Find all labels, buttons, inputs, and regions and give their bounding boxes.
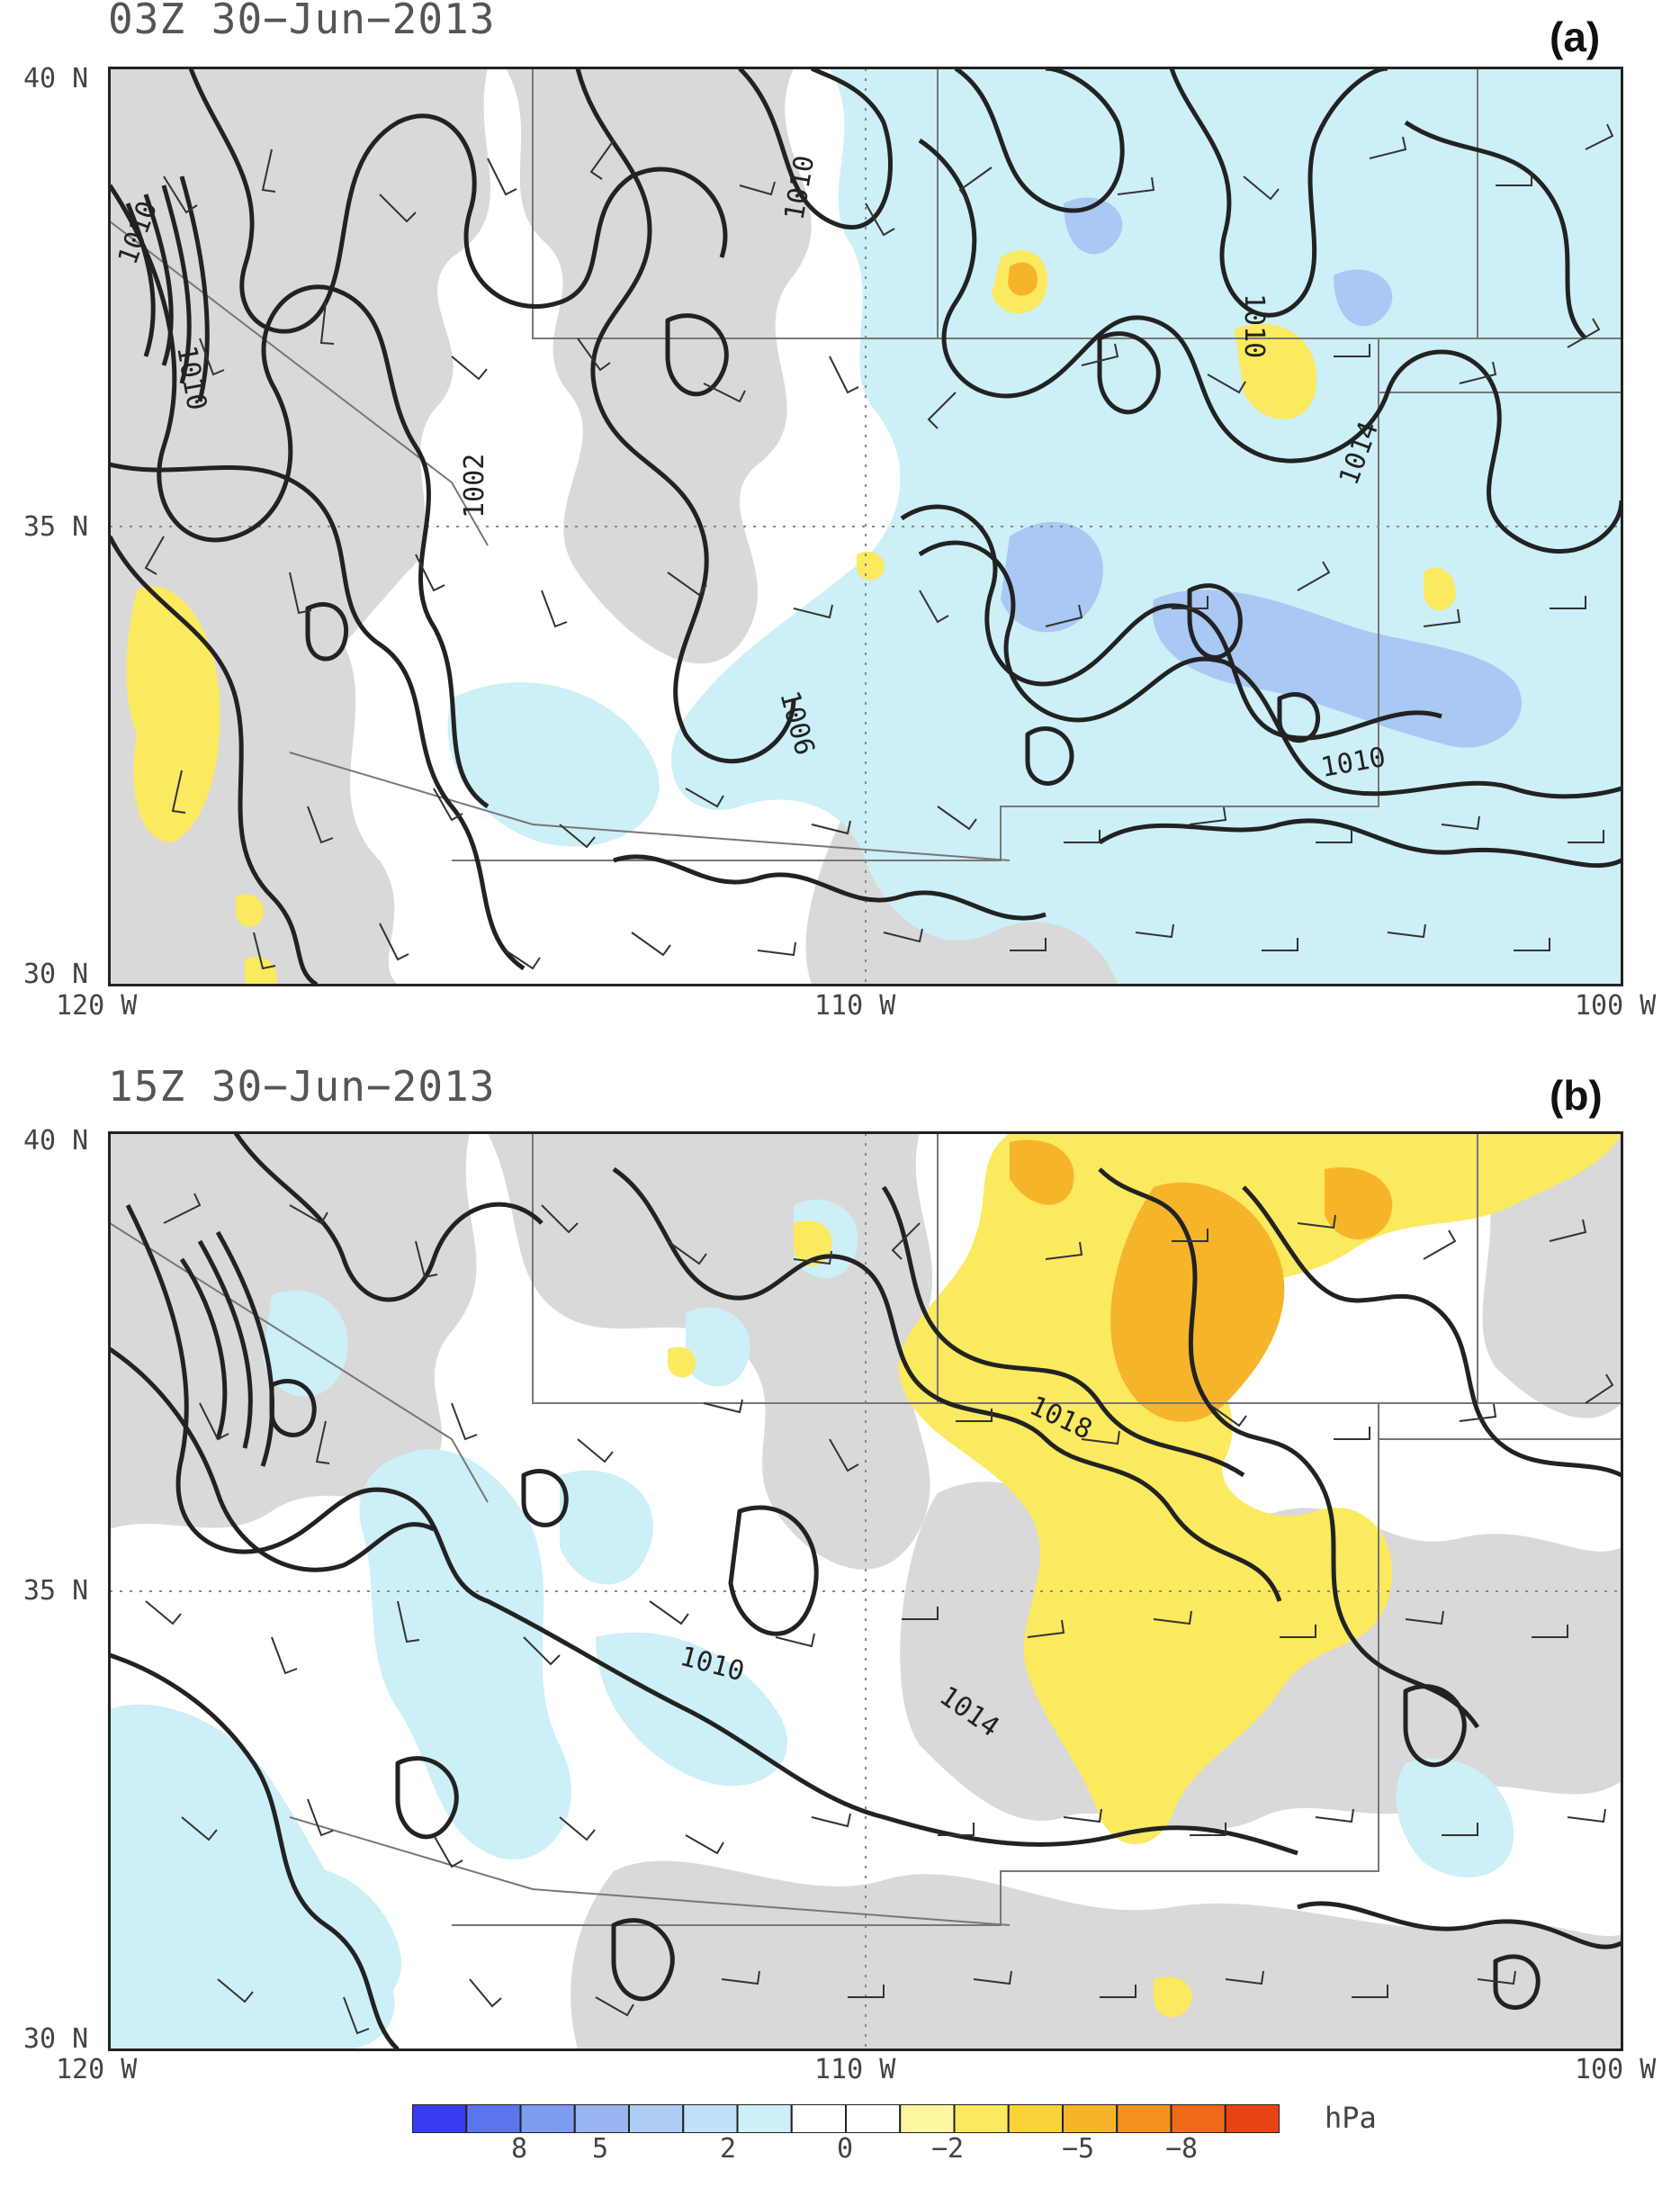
colorbar-label: −5 <box>1062 2133 1095 2165</box>
panel-b-orange-patches <box>1010 1139 1393 1422</box>
panel-a-blue-patches <box>1001 197 1522 748</box>
colorbar-swatch <box>845 2104 902 2133</box>
panel-b-gridlines <box>110 1133 1622 2049</box>
panel-a-lon-120: 120 W <box>56 990 138 1022</box>
colorbar-swatch <box>790 2104 847 2133</box>
colorbar-label: 2 <box>720 2133 737 2165</box>
panel-b-contours <box>110 1133 1622 2049</box>
panel-a-frame <box>108 67 1623 986</box>
panel-a-borders <box>110 68 1622 861</box>
contour-label: 1002 <box>459 454 490 518</box>
panel-a-letter: (a) <box>1550 14 1601 60</box>
panel-a-lon-100: 100 W <box>1575 990 1657 1022</box>
colorbar-swatch <box>573 2104 630 2133</box>
panel-a-lat-35: 35 N <box>23 511 89 543</box>
colorbar-swatch <box>1007 2104 1064 2133</box>
panel-b-letter: (b) <box>1550 1072 1603 1119</box>
panel-b-negative-tendency <box>668 1133 1622 2018</box>
colorbar-label: 8 <box>511 2133 528 2165</box>
colorbar-swatch <box>628 2104 685 2133</box>
colorbar-swatch <box>736 2104 793 2133</box>
panel-b-lat-30: 30 N <box>23 2023 89 2055</box>
panel-a-wind-barbs <box>144 123 1614 970</box>
colorbar-unit: hPa <box>1325 2101 1377 2135</box>
colorbar-label: 0 <box>837 2133 854 2165</box>
colorbar-swatch <box>1224 2104 1280 2133</box>
panel-a-map: 1010 1010 1010 1002 1006 1010 1014 1010 <box>110 68 1622 985</box>
contour-label: 1010 <box>1238 293 1270 358</box>
panel-a-lat-40: 40 N <box>23 63 89 95</box>
panel-a-gridlines <box>110 68 1622 985</box>
colorbar-swatch <box>1116 2104 1172 2133</box>
panel-a-orange-patch <box>1008 262 1038 296</box>
colorbar-swatch <box>519 2104 576 2133</box>
panel-b-lat-40: 40 N <box>23 1125 89 1157</box>
panel-b-title: 15Z 30−Jun−2013 <box>108 1062 496 1111</box>
panel-b-map: 1018 1010 1014 <box>110 1133 1622 2049</box>
colorbar-swatch <box>412 2104 468 2133</box>
panel-b-lon-110: 110 W <box>814 2054 896 2085</box>
panel-b-lon-100: 100 W <box>1575 2054 1657 2085</box>
panel-b-frame <box>108 1131 1623 2051</box>
colorbar-swatch <box>682 2104 739 2133</box>
colorbar <box>412 2104 1280 2133</box>
panel-a-contours <box>110 68 1622 985</box>
colorbar-swatch <box>899 2104 956 2133</box>
panel-b-borders <box>110 1133 1622 1926</box>
colorbar-swatch <box>953 2104 1010 2133</box>
panel-b-lon-120: 120 W <box>56 2054 138 2085</box>
panel-b-wind-barbs <box>145 1193 1614 2035</box>
colorbar-swatch <box>1062 2104 1119 2133</box>
panel-b-positive-tendency <box>110 1199 1514 2049</box>
colorbar-label: 5 <box>592 2133 609 2165</box>
panel-a-title: 03Z 30−Jun−2013 <box>108 0 496 43</box>
colorbar-swatch <box>465 2104 522 2133</box>
colorbar-label: −8 <box>1165 2133 1199 2165</box>
panel-a-lat-30: 30 N <box>23 959 89 990</box>
colorbar-label: −2 <box>931 2133 965 2165</box>
panel-b-lat-35: 35 N <box>23 1575 89 1607</box>
panel-a-lon-110: 110 W <box>814 990 896 1022</box>
colorbar-swatch <box>1170 2104 1226 2133</box>
